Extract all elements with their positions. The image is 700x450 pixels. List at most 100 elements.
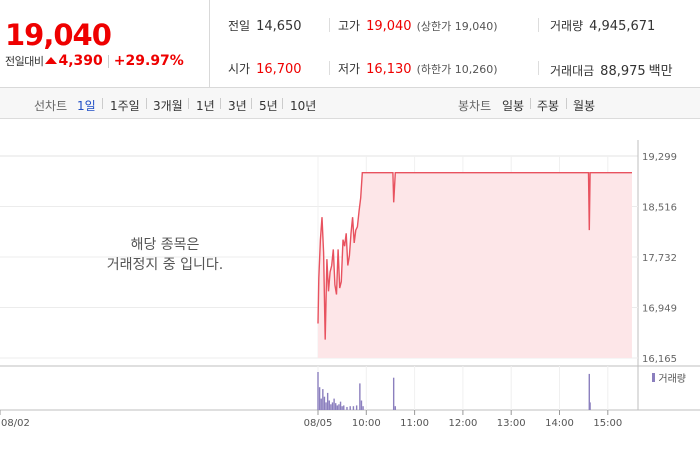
amount-label: 거래대금 — [550, 64, 595, 78]
y-tick-label: 17,732 — [642, 253, 677, 264]
volume-bar — [335, 403, 337, 410]
volume-bar — [352, 406, 355, 410]
stat-volume: 거래량 4,945,671 — [550, 17, 655, 34]
volume-bar — [325, 402, 327, 410]
x-tick-label: 08/05 — [304, 418, 333, 429]
open-label: 시가 — [228, 62, 251, 76]
change-rate: +29.97% — [113, 53, 184, 69]
quote-panel: 19,040 전일대비 4,390 +29.97% 전일 14,650 고가 19,… — [0, 0, 700, 88]
prev-close-value: 14,650 — [256, 19, 302, 34]
volume-bar — [318, 387, 321, 410]
x-tick-label: 12:00 — [448, 418, 477, 429]
volume-bar — [341, 406, 343, 410]
divider — [329, 18, 330, 32]
y-tick-label: 16,165 — [642, 354, 677, 365]
tab-1-week[interactable]: 1주일 — [110, 99, 140, 113]
candle-chart-label: 봉차트 — [458, 99, 492, 113]
amount-value: 88,975 — [600, 64, 646, 79]
volume-bar — [343, 405, 345, 410]
volume-legend-swatch — [652, 373, 656, 382]
volume-bar — [330, 404, 332, 410]
price-area — [317, 172, 632, 358]
tab-daily-candle[interactable]: 일봉 — [502, 99, 525, 113]
volume-bar — [392, 377, 395, 410]
x-tick-label: 11:00 — [400, 418, 429, 429]
tab-divider — [530, 98, 531, 109]
tab-divider — [102, 98, 103, 109]
tab-monthly-candle[interactable]: 월봉 — [573, 99, 596, 113]
tab-divider — [146, 98, 147, 109]
change-label: 전일대비 — [5, 55, 44, 68]
price-area-fill — [318, 172, 632, 358]
volume-value: 4,945,671 — [589, 19, 656, 34]
volume-bar — [328, 400, 330, 410]
volume-legend: 거래량 — [652, 370, 686, 385]
divider — [329, 61, 330, 75]
open-value: 16,700 — [256, 62, 302, 77]
prev-close-label: 전일 — [228, 19, 251, 33]
trading-halt-message: 해당 종목은 거래정지 중 입니다. — [70, 235, 260, 275]
tab-3-years[interactable]: 3년 — [228, 99, 247, 113]
y-tick-label: 19,299 — [642, 152, 677, 163]
volume-bar — [349, 406, 351, 410]
volume-bars — [317, 372, 591, 410]
high-label: 고가 — [338, 19, 361, 33]
volume-bar — [394, 406, 396, 410]
current-price: 19,040 — [5, 18, 112, 52]
x-axis-labels: 08/02 08/05 10:00 11:00 12:00 13:00 14:00 15:00 — [1, 418, 622, 429]
volume-label: 거래량 — [550, 19, 584, 33]
stat-open: 시가 16,700 — [228, 60, 302, 77]
low-label: 저가 — [338, 62, 361, 76]
volume-bar — [322, 389, 324, 410]
volume-bar — [333, 398, 335, 410]
price-chart: 19,299 18,516 17,732 16,949 16,165 08/02 08/0… — [0, 120, 700, 450]
volume-bar — [336, 405, 339, 410]
price-box: 19,040 전일대비 4,390 +29.97% — [0, 0, 210, 88]
volume-bar — [362, 406, 364, 410]
stat-amount: 거래대금 88,975 백만 — [550, 60, 673, 79]
x-tick-label: 13:00 — [497, 418, 526, 429]
tab-divider — [566, 98, 567, 109]
volume-bar — [588, 373, 590, 410]
tab-5-years[interactable]: 5년 — [259, 99, 278, 113]
tab-1-day[interactable]: 1일 — [77, 99, 96, 113]
change-divider — [107, 54, 109, 68]
divider — [538, 61, 539, 75]
stat-prev-close: 전일 14,650 — [228, 17, 302, 34]
price-line — [317, 172, 632, 340]
y-tick-label: 18,516 — [642, 203, 677, 214]
tab-divider — [220, 98, 221, 109]
volume-bar — [338, 404, 340, 410]
tab-1-year[interactable]: 1년 — [196, 99, 215, 113]
x-tick-label: 10:00 — [352, 418, 381, 429]
volume-bar — [359, 383, 361, 410]
line-chart-label: 선차트 — [34, 99, 68, 113]
low-value: 16,130 — [366, 62, 412, 77]
divider — [538, 18, 539, 32]
volume-bar — [326, 392, 329, 410]
chart-period-bar: 선차트 1일 1주일 3개월 1년 3년 5년 10년 봉차트 일봉 주봉 월봉 — [0, 88, 700, 119]
upper-limit: (상한가 19,040) — [416, 20, 498, 33]
volume-bar — [339, 401, 342, 410]
tab-divider — [282, 98, 283, 109]
tab-divider — [251, 98, 252, 109]
x-tick-label: 15:00 — [593, 418, 622, 429]
volume-bar — [360, 400, 363, 410]
volume-bar — [323, 396, 326, 410]
x-tick-label: 14:00 — [545, 418, 574, 429]
x-tick-label: 08/02 — [1, 418, 30, 429]
lower-limit: (하한가 10,260) — [416, 63, 498, 76]
stat-high: 고가 19,040 (상한가 19,040) — [338, 17, 498, 34]
tab-10-years[interactable]: 10년 — [290, 99, 317, 113]
high-value: 19,040 — [366, 19, 412, 34]
change-row: 전일대비 4,390 +29.97% — [5, 53, 184, 69]
halt-message-line-1: 해당 종목은 — [130, 237, 200, 253]
tab-3-months[interactable]: 3개월 — [153, 99, 183, 113]
change-value: 4,390 — [58, 53, 103, 69]
volume-bar — [346, 406, 348, 410]
tab-weekly-candle[interactable]: 주봉 — [537, 99, 560, 113]
volume-bar — [320, 398, 322, 410]
volume-bar — [331, 402, 334, 410]
up-triangle-icon — [45, 56, 58, 64]
